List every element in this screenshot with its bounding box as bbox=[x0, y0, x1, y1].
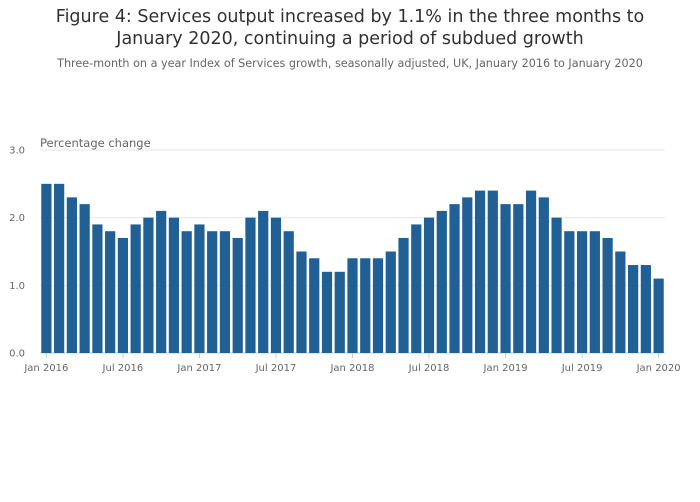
bar[interactable] bbox=[449, 204, 460, 353]
x-axis-ticks: Jan 2016 Jul 2016 Jan 2017 Jul 2017 Jan 2018… bbox=[23, 353, 681, 374]
bar[interactable] bbox=[602, 237, 613, 353]
y-tick-label: 2.0 bbox=[9, 213, 25, 224]
bar[interactable] bbox=[79, 204, 90, 353]
bar[interactable] bbox=[143, 217, 154, 353]
bar[interactable] bbox=[270, 217, 282, 353]
x-tick-label: Jul 2016 bbox=[102, 363, 144, 374]
bar[interactable] bbox=[105, 231, 116, 353]
bar[interactable] bbox=[181, 231, 192, 353]
bar[interactable] bbox=[551, 217, 562, 353]
bar[interactable] bbox=[54, 183, 65, 353]
bar[interactable] bbox=[576, 231, 588, 353]
bar[interactable] bbox=[168, 217, 180, 353]
bar[interactable] bbox=[66, 197, 77, 353]
x-tick-label: Jul 2019 bbox=[561, 363, 603, 374]
x-tick-label: Jul 2017 bbox=[255, 363, 297, 374]
bar[interactable] bbox=[538, 197, 549, 353]
bar[interactable] bbox=[398, 237, 409, 353]
bar[interactable] bbox=[615, 251, 626, 354]
bar[interactable] bbox=[462, 197, 473, 353]
bar[interactable] bbox=[436, 210, 447, 353]
bar[interactable] bbox=[360, 258, 371, 353]
x-tick-label: Jan 2018 bbox=[329, 363, 374, 374]
y-axis-ticks: 0.0 1.0 2.0 3.0 bbox=[9, 146, 25, 360]
bar[interactable] bbox=[411, 224, 422, 353]
bar[interactable] bbox=[640, 265, 651, 353]
bar[interactable] bbox=[423, 217, 435, 353]
bar[interactable] bbox=[258, 210, 269, 353]
y-tick-label: 3.0 bbox=[9, 146, 25, 157]
bar[interactable] bbox=[474, 190, 486, 353]
x-tick-label: Jul 2018 bbox=[408, 363, 450, 374]
x-tick-label: Jan 2019 bbox=[483, 363, 528, 374]
bar[interactable] bbox=[130, 224, 141, 353]
bar[interactable] bbox=[283, 231, 294, 353]
x-tick-label: Jan 2016 bbox=[23, 363, 68, 374]
bar[interactable] bbox=[232, 237, 243, 353]
bar[interactable] bbox=[194, 224, 205, 353]
bar[interactable] bbox=[219, 231, 231, 353]
bars bbox=[41, 183, 664, 354]
bar[interactable] bbox=[372, 258, 384, 353]
bar[interactable] bbox=[334, 271, 345, 353]
y-tick-label: 0.0 bbox=[9, 349, 25, 360]
bar[interactable] bbox=[117, 237, 129, 353]
y-tick-label: 1.0 bbox=[9, 281, 25, 292]
bar[interactable] bbox=[41, 183, 52, 353]
bar[interactable] bbox=[156, 210, 167, 353]
chart-title: Figure 4: Services output increased by 1… bbox=[55, 7, 645, 49]
chart-subtitle: Three-month on a year Index of Services … bbox=[57, 57, 643, 70]
bar[interactable] bbox=[513, 204, 524, 353]
bar[interactable] bbox=[525, 190, 537, 353]
bar[interactable] bbox=[500, 204, 511, 353]
bar[interactable] bbox=[487, 190, 498, 353]
bar[interactable] bbox=[296, 251, 307, 354]
y-axis-label: Percentage change bbox=[40, 136, 151, 150]
bar[interactable] bbox=[321, 271, 333, 353]
bar[interactable] bbox=[92, 224, 103, 353]
bar[interactable] bbox=[207, 231, 218, 353]
bar[interactable] bbox=[245, 217, 256, 353]
bar[interactable] bbox=[309, 258, 320, 353]
bar[interactable] bbox=[589, 231, 600, 353]
bar[interactable] bbox=[653, 278, 664, 353]
bar[interactable] bbox=[628, 265, 639, 353]
x-tick-label: Jan 2017 bbox=[176, 363, 221, 374]
bar[interactable] bbox=[385, 251, 396, 354]
bar[interactable] bbox=[347, 258, 358, 353]
bar[interactable] bbox=[564, 231, 575, 353]
x-tick-label: Jan 2020 bbox=[636, 363, 681, 374]
